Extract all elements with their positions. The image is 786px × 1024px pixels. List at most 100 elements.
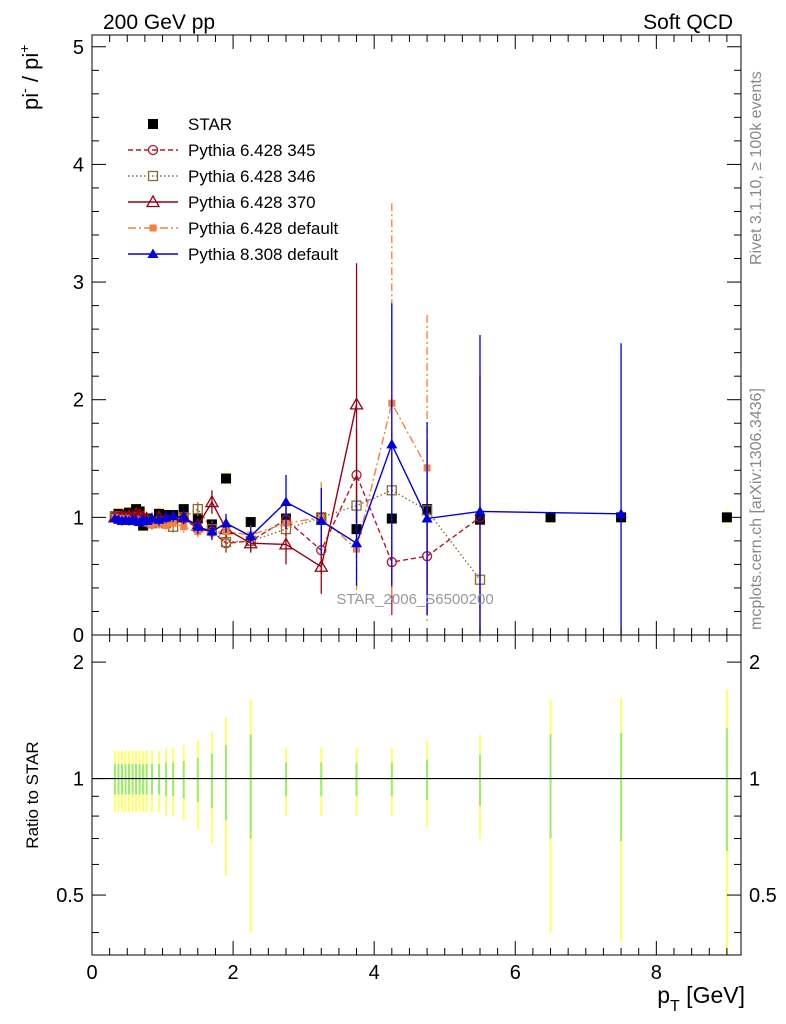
legend-entry: Pythia 6.428 default [128,219,339,238]
ratio-band-inner [320,762,323,797]
ylabel-main: pi [18,93,43,110]
data-point [474,505,486,516]
series-star [109,473,732,535]
main-y-tick-label: 2 [73,390,84,412]
ratio-band-inner [355,762,358,797]
ratio-band-inner [117,764,120,795]
legend-marker [147,170,159,182]
ratio-y-axis-label: Ratio to STAR [23,741,42,848]
data-point [351,537,363,548]
legend-entry: Pythia 6.428 345 [128,141,316,160]
ratio-band-inner [478,755,481,806]
ratio-band-inner [549,734,552,839]
rivet-version-label: Rivet 3.1.10, ≥ 100k events [748,71,765,265]
main-uncertainty-bands [113,469,728,539]
legend-label: Pythia 6.428 346 [188,167,316,186]
legend-label: STAR [188,115,232,134]
main-series-layer [107,203,732,635]
legend-label: Pythia 6.428 345 [188,141,316,160]
series-line [114,401,428,551]
main-panel: STAR_2006_S6500200 0 1 2 3 4 5 pi- / pi+ STAR… [16,34,742,647]
ratio-band-inner [390,762,393,797]
ratio-band-inner [145,764,148,795]
header-left-title: 200 GeV pp [103,11,215,34]
ylabel-mid: / pi [18,53,43,88]
ratio-frame [91,634,742,956]
data-point [204,494,220,508]
main-x-ticks [91,35,728,635]
ratio-band-inner [210,753,213,808]
main-y-axis-label: pi- / pi+ [16,45,43,110]
svg-text:pi- / pi+: pi- / pi+ [16,45,43,110]
ratio-x-tick-label: 0 [86,962,97,984]
data-point [167,510,179,521]
legend: STAR Pythia 6.428 345 Pythia 6.428 346 Pyth… [128,115,339,264]
legend-entry: Pythia 6.428 346 [128,167,316,186]
ratio-y-ticks: 0.5 0.5 1 1 2 2 [56,652,777,934]
ratio-band-inner [138,764,141,795]
x-axis-label: pT [GeV] [657,982,745,1015]
legend-marker [147,248,159,258]
data-point [545,512,556,523]
ratio-uncertainty-bands [113,689,728,955]
data-point [349,397,364,410]
data-point [178,511,190,522]
data-point [421,513,433,523]
main-y-tick-label: 0 [73,625,84,647]
ratio-band-inner [124,764,127,795]
legend-marker [147,144,159,156]
data-point [615,508,627,518]
data-point [180,523,188,531]
ratio-band-inner [131,764,134,795]
legend-label: Pythia 8.308 default [188,245,339,264]
data-point [721,512,732,523]
xlabel-sub: T [670,998,680,1015]
ratio-band-inner [725,728,728,851]
data-point [206,525,218,536]
data-point [192,503,203,515]
legend-entry: Pythia 8.308 default [128,245,339,264]
main-y-tick-label: 5 [73,37,84,59]
ratio-panel: 0.5 0.5 1 1 2 2 0 2 4 6 8 Ratio to STAR pT [GeV] [23,634,777,1015]
ratio-band-inner [150,764,153,795]
ratio-band-inner [142,764,145,795]
ylabel-sup2: + [16,45,32,53]
data-point [314,559,329,572]
ratio-band-inner [165,762,168,797]
series-line [114,442,622,545]
ratio-band-inner [284,762,287,797]
mcplots-label: mcplots.cern.ch [arXiv:1306.3436] [748,388,765,630]
ratio-band-inner [249,734,252,839]
data-point [162,522,170,530]
data-point [220,517,232,528]
main-y-tick-label: 3 [73,272,84,294]
data-point [245,530,257,541]
ratio-band-inner [620,733,623,841]
main-y-ticks: 0 1 2 3 4 5 [73,37,741,647]
legend-marker [149,224,157,232]
header-right-title: Soft QCD [643,11,733,34]
xlabel-main: p [657,982,670,1008]
ratio-band-inner [120,764,123,795]
data-point [315,515,327,525]
series-line [114,489,481,581]
main-y-tick-label: 4 [73,154,84,176]
legend-entry: STAR [148,115,232,134]
series-pythia-8-308-default [109,303,627,635]
ratio-y-tick-label-right: 2 [749,652,760,674]
ratio-band-inner [128,764,131,795]
data-point [146,513,158,523]
data-point [221,473,232,484]
ratio-band-inner [158,764,161,795]
ratio-y-tick-label-right: 0.5 [749,885,777,907]
legend-entry: Pythia 6.428 370 [128,193,316,212]
ratio-y-tick-label-left: 1 [73,769,84,791]
legend-label: Pythia 6.428 370 [188,193,316,212]
legend-label: Pythia 6.428 default [188,219,339,238]
ratio-band-inner [182,761,185,799]
data-point [386,438,398,449]
ratio-band-inner [225,745,228,821]
ratio-x-tick-label: 4 [369,962,380,984]
ratio-x-tick-label: 8 [651,962,662,984]
